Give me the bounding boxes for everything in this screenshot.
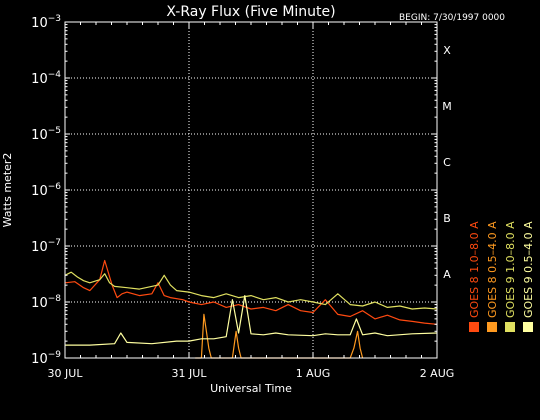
flare-class-labels: X M C B A: [442, 44, 452, 281]
flare-class-label: X: [443, 44, 451, 57]
legend-label: GOES 8 1.0–8.0 A: [468, 221, 481, 318]
legend-item: GOES 8 1.0–8.0 A: [468, 221, 481, 332]
y-axis-ticks: 10−3 10−4 10−5 10−6 10−7 10−8 10−9: [31, 14, 437, 367]
x-tick-label: 30 JUL: [48, 367, 84, 380]
legend-item: GOES 9 1.0–8.0 A: [504, 221, 517, 332]
begin-label: BEGIN: 7/30/1997 0000: [399, 13, 505, 23]
flare-class-label: B: [443, 212, 451, 225]
flare-class-label: M: [442, 100, 452, 113]
legend-item: GOES 8 0.5–4.0 A: [486, 221, 499, 332]
series-line: [65, 295, 438, 346]
series-layer: [64, 259, 438, 359]
series-line: [195, 313, 364, 359]
x-axis-ticks: 30 JUL 31 JUL 1 AUG 2 AUG: [48, 22, 455, 380]
legend-swatch: [523, 322, 533, 332]
y-tick-label: 10−7: [31, 238, 61, 255]
legend-swatch: [469, 322, 479, 332]
legend-label: GOES 8 0.5–4.0 A: [486, 221, 499, 318]
y-axis-title: Watts meter2: [1, 153, 14, 228]
y-tick-label: 10−8: [31, 294, 61, 311]
flare-class-label: C: [443, 156, 451, 169]
series-line: [64, 271, 438, 310]
y-tick-label: 10−4: [31, 70, 61, 87]
legend: GOES 8 1.0–8.0 A GOES 8 0.5–4.0 A GOES 9 1…: [468, 221, 535, 332]
x-tick-label: 1 AUG: [296, 367, 331, 380]
x-tick-label: 2 AUG: [420, 367, 455, 380]
y-tick-label: 10−6: [31, 182, 61, 199]
legend-label: GOES 9 1.0–8.0 A: [504, 221, 517, 318]
chart-title: X-Ray Flux (Five Minute): [166, 4, 335, 20]
flare-class-label: A: [443, 268, 451, 281]
y-tick-label: 10−3: [31, 14, 61, 31]
legend-swatch: [487, 322, 497, 332]
y-tick-label: 10−5: [31, 126, 61, 143]
x-axis-title: Universal Time: [210, 382, 292, 395]
legend-swatch: [505, 322, 515, 332]
legend-item: GOES 9 0.5–4.0 A: [522, 221, 535, 332]
y-tick-label: 10−9: [31, 350, 61, 367]
x-tick-label: 31 JUL: [172, 367, 208, 380]
legend-label: GOES 9 0.5–4.0 A: [522, 221, 535, 318]
